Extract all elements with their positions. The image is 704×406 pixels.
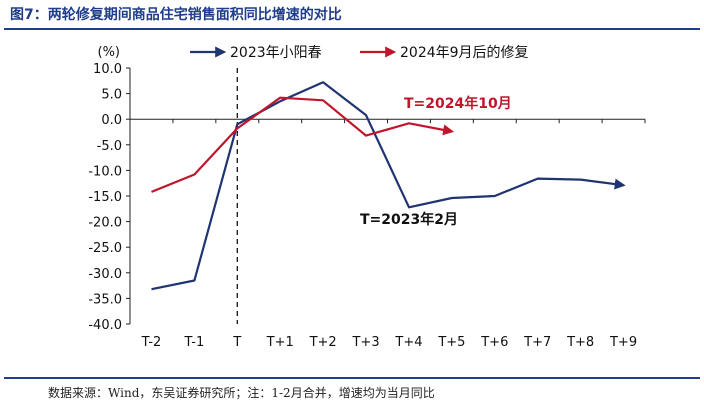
data-point <box>449 129 454 134</box>
y-tick-label: 10.0 <box>93 62 122 77</box>
data-point <box>492 194 497 199</box>
y-tick-label: -30.0 <box>88 267 122 282</box>
x-tick-label: T+3 <box>351 335 379 350</box>
data-point <box>321 98 326 103</box>
data-point <box>149 287 154 292</box>
data-point <box>407 205 412 210</box>
top-rule <box>4 28 700 30</box>
legend-label: 2024年9月后的修复 <box>400 44 529 61</box>
data-point <box>364 113 369 118</box>
y-tick-label: -5.0 <box>97 139 122 154</box>
data-point <box>192 172 197 177</box>
series-layer <box>149 80 626 292</box>
annotation-label: T=2024年10月 <box>404 95 512 112</box>
y-axis-unit-label: (%) <box>98 45 121 60</box>
x-tick-label: T+4 <box>394 335 422 350</box>
x-tick-label: T+8 <box>566 335 594 350</box>
data-point <box>407 121 412 126</box>
data-point <box>621 183 626 188</box>
series-line-2 <box>151 96 455 193</box>
annotation-layer: T=2024年10月 T=2023年2月 <box>360 95 512 228</box>
legend: 2023年小阳春 2024年9月后的修复 <box>190 44 529 61</box>
bottom-rule <box>4 377 700 379</box>
annotation-label: T=2023年2月 <box>360 211 458 228</box>
legend-label: 2023年小阳春 <box>230 45 322 61</box>
data-point <box>192 278 197 283</box>
y-tick-label: -15.0 <box>88 190 122 205</box>
x-tick-label: T+2 <box>309 335 337 350</box>
y-tick-label: -35.0 <box>88 292 122 307</box>
x-tick-label: T-1 <box>184 335 205 350</box>
data-point <box>235 126 240 131</box>
figure-title: 图7：两轮修复期间商品住宅销售面积同比增速的对比 <box>10 7 342 23</box>
x-tick-label: T-2 <box>141 335 162 350</box>
y-tick-label: 5.0 <box>101 88 122 103</box>
data-point <box>149 190 154 195</box>
series-line-1 <box>151 81 626 291</box>
data-point <box>364 133 369 138</box>
x-tick-label: T+5 <box>437 335 465 350</box>
data-point <box>278 95 283 100</box>
data-point <box>578 177 583 182</box>
x-tick-label: T <box>232 335 241 350</box>
axes: 10.0 5.0 0.0 -5.0 -10.0 -15.0 -20.0 -25.0 -30.0 -… <box>88 45 646 350</box>
y-tick-label: -25.0 <box>88 241 122 256</box>
data-point <box>535 176 540 181</box>
source-note: 数据来源：Wind，东吴证券研究所；注：1-2月合并，增速均为当月同比 <box>48 386 435 400</box>
data-point <box>321 80 326 85</box>
y-tick-label: -40.0 <box>88 318 122 333</box>
data-point <box>449 196 454 201</box>
line-chart: 10.0 5.0 0.0 -5.0 -10.0 -15.0 -20.0 -25.0 -30.0 -… <box>88 44 646 350</box>
x-tick-label: T+9 <box>609 335 637 350</box>
x-tick-label: T+1 <box>266 335 294 350</box>
y-tick-label: 0.0 <box>101 113 122 128</box>
x-tick-label: T+6 <box>480 335 508 350</box>
x-tick-label: T+7 <box>523 335 551 350</box>
y-tick-label: -10.0 <box>88 164 122 179</box>
y-tick-label: -20.0 <box>88 216 122 231</box>
